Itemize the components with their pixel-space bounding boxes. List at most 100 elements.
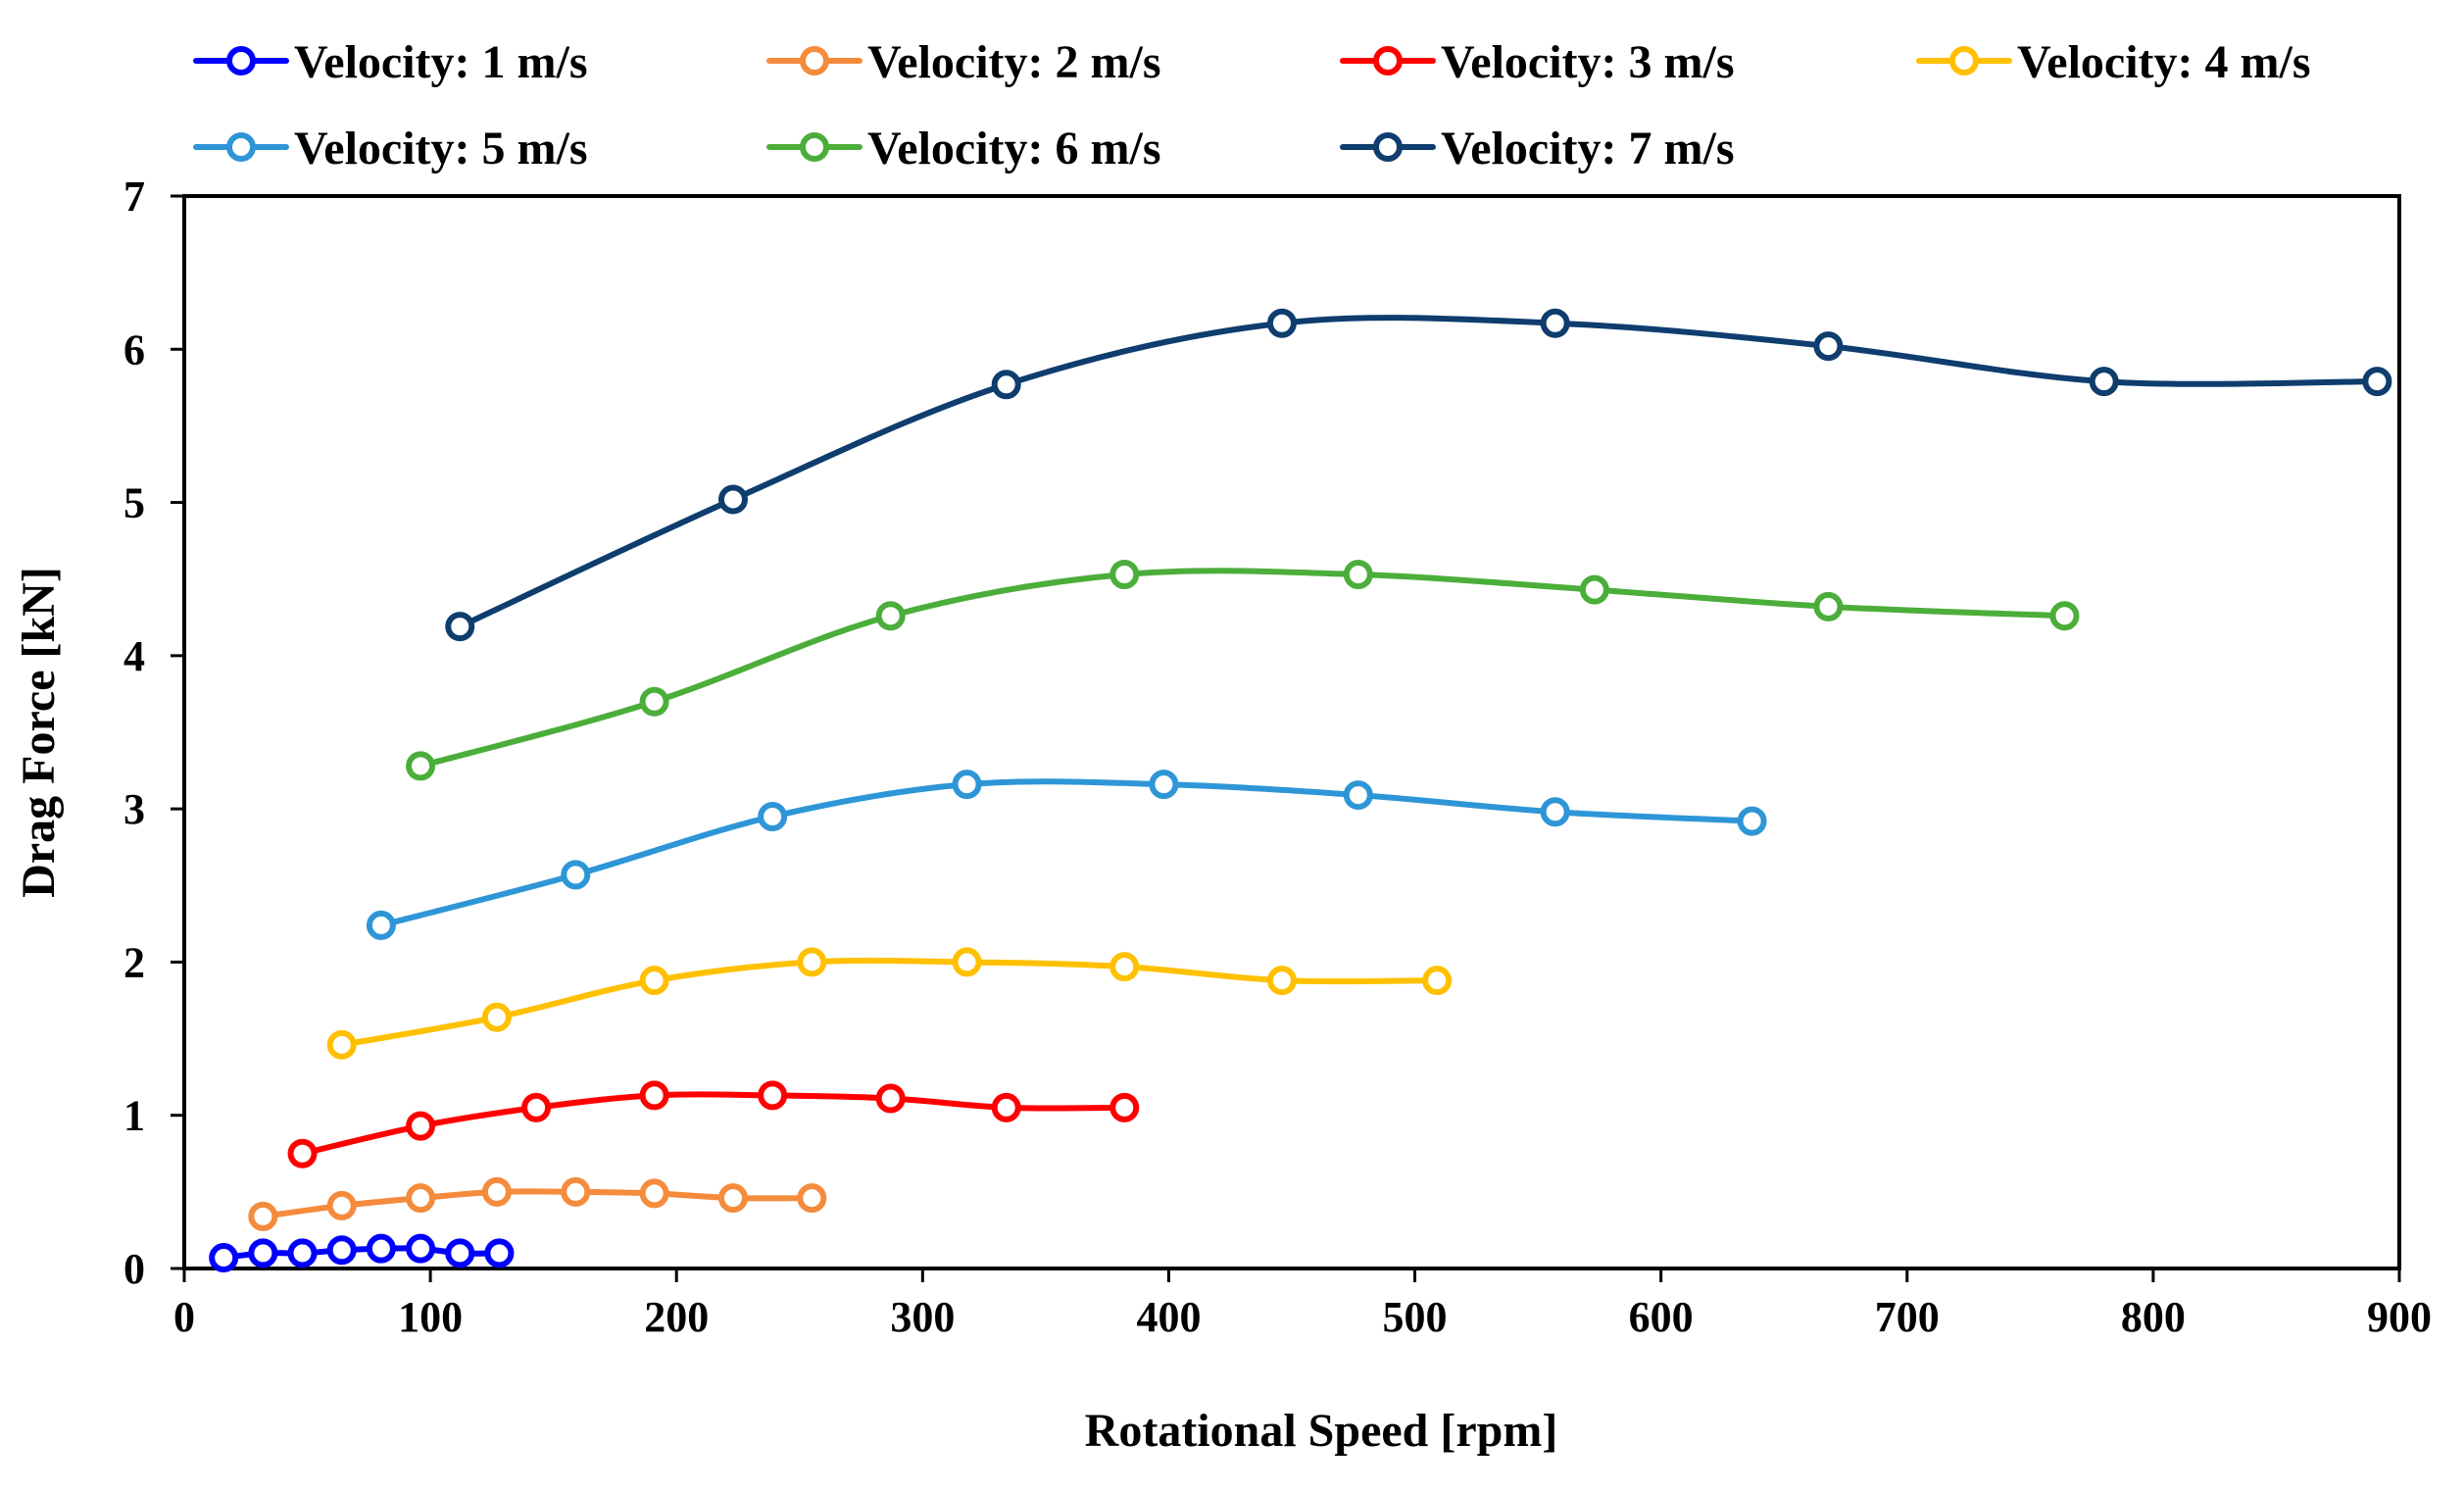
x-tick-label: 700	[1875, 1293, 1940, 1341]
legend-item-velocity-3-m-s: Velocity: 3 m/s	[1340, 36, 1735, 88]
data-point-velocity-1-m-s	[406, 1233, 436, 1264]
y-tick-label: 3	[123, 785, 145, 833]
data-point-velocity-5-m-s	[366, 910, 396, 940]
data-point-velocity-7-m-s	[2362, 367, 2392, 397]
series-line-velocity-6-m-s	[418, 568, 2068, 770]
axes: 0 100 200 300 400 500 600 700 800 900 0 1 2 3 4 5 6 7 Rota…	[13, 173, 2432, 1457]
data-point-velocity-4-m-s	[326, 1029, 357, 1060]
y-tick-label: 4	[123, 632, 145, 680]
data-point-velocity-3-m-s	[875, 1083, 906, 1114]
data-point-velocity-4-m-s	[1422, 966, 1453, 996]
data-point-velocity-2-m-s	[481, 1176, 512, 1207]
data-point-velocity-4-m-s	[952, 947, 982, 977]
data-point-velocity-6-m-s	[639, 686, 669, 717]
series-line-velocity-7-m-s	[457, 315, 2381, 630]
legend-item-velocity-1-m-s: Velocity: 1 m/s	[193, 36, 588, 88]
series-velocity-7-m-s	[445, 308, 2392, 642]
data-point-velocity-5-m-s	[561, 860, 591, 890]
data-point-velocity-1-m-s	[445, 1238, 475, 1268]
data-point-velocity-7-m-s	[1813, 331, 1844, 362]
x-tick-label: 900	[2367, 1293, 2432, 1341]
x-tick-label: 400	[1136, 1293, 1201, 1341]
legend-swatch-marker	[1373, 46, 1403, 75]
data-point-velocity-2-m-s	[561, 1176, 591, 1207]
data-point-velocity-7-m-s	[991, 370, 1021, 400]
data-point-velocity-6-m-s	[875, 601, 906, 631]
data-point-velocity-6-m-s	[1343, 560, 1373, 590]
x-tick-label: 200	[644, 1293, 709, 1341]
x-tick-label: 0	[173, 1293, 195, 1341]
data-point-velocity-4-m-s	[1109, 952, 1140, 982]
data-point-velocity-5-m-s	[758, 801, 788, 831]
series-velocity-3-m-s	[287, 1080, 1140, 1169]
data-point-velocity-5-m-s	[1540, 797, 1570, 827]
legend-label: Velocity: 5 m/s	[294, 123, 588, 174]
data-point-velocity-7-m-s	[2089, 367, 2119, 397]
data-point-velocity-3-m-s	[287, 1138, 318, 1169]
data-point-velocity-1-m-s	[366, 1233, 396, 1264]
data-point-velocity-1-m-s	[248, 1238, 278, 1268]
data-point-velocity-3-m-s	[1109, 1092, 1140, 1122]
y-tick-label: 6	[123, 325, 145, 373]
x-tick-label: 800	[2121, 1293, 2186, 1341]
data-point-velocity-7-m-s	[445, 612, 475, 642]
data-point-velocity-4-m-s	[481, 1002, 512, 1032]
legend-label: Velocity: 6 m/s	[867, 123, 1161, 174]
legend-item-velocity-7-m-s: Velocity: 7 m/s	[1340, 123, 1735, 174]
legend-swatch-marker	[226, 132, 256, 162]
legend-swatch-marker	[1949, 46, 1979, 75]
x-tick-label: 300	[890, 1293, 955, 1341]
data-point-velocity-6-m-s	[1109, 560, 1140, 590]
plot-frame	[182, 194, 2401, 1270]
y-tick-label: 5	[123, 479, 145, 527]
data-point-velocity-2-m-s	[326, 1190, 357, 1220]
y-tick-label: 2	[123, 938, 145, 986]
data-point-velocity-5-m-s	[1737, 806, 1767, 836]
data-point-velocity-6-m-s	[2049, 601, 2080, 631]
data-point-velocity-4-m-s	[797, 947, 827, 977]
y-tick-label: 7	[123, 173, 145, 221]
legend-item-velocity-2-m-s: Velocity: 2 m/s	[766, 36, 1161, 88]
y-tick-label: 1	[123, 1092, 145, 1140]
legend-item-velocity-5-m-s: Velocity: 5 m/s	[193, 123, 588, 174]
data-point-velocity-2-m-s	[248, 1201, 278, 1231]
data-point-velocity-3-m-s	[639, 1080, 669, 1111]
y-axis-title: Drag Force [kN]	[13, 567, 65, 898]
legend-swatch-marker	[226, 46, 256, 75]
data-point-velocity-5-m-s	[1149, 770, 1179, 800]
data-point-velocity-1-m-s	[484, 1238, 515, 1268]
data-point-velocity-6-m-s	[1813, 591, 1844, 622]
data-point-velocity-1-m-s	[326, 1235, 357, 1266]
series-velocity-2-m-s	[248, 1176, 827, 1231]
x-tick-label: 100	[398, 1293, 463, 1341]
series-layer	[209, 308, 2392, 1273]
data-point-velocity-4-m-s	[1266, 966, 1297, 996]
series-velocity-6-m-s	[406, 560, 2080, 781]
x-tick-label: 600	[1629, 1293, 1694, 1341]
x-tick-label: 500	[1383, 1293, 1448, 1341]
data-point-velocity-7-m-s	[717, 484, 748, 515]
x-axis-title: Rotational Speed [rpm]	[1085, 1405, 1558, 1457]
data-point-velocity-1-m-s	[287, 1238, 318, 1268]
data-point-velocity-6-m-s	[406, 751, 436, 781]
y-tick-label: 0	[123, 1245, 145, 1293]
data-point-velocity-2-m-s	[639, 1178, 669, 1209]
series-line-velocity-5-m-s	[377, 778, 1755, 928]
data-point-velocity-6-m-s	[1579, 574, 1609, 605]
legend-swatch-marker	[1373, 132, 1403, 162]
series-velocity-5-m-s	[366, 770, 1767, 940]
legend: Velocity: 1 m/s Velocity: 2 m/s Velocity: …	[193, 36, 2311, 174]
legend-label: Velocity: 7 m/s	[1441, 123, 1735, 174]
data-point-velocity-3-m-s	[406, 1111, 436, 1141]
legend-swatch-marker	[800, 46, 829, 75]
legend-label: Velocity: 4 m/s	[2017, 36, 2311, 88]
data-point-velocity-2-m-s	[717, 1183, 748, 1214]
series-velocity-4-m-s	[326, 947, 1453, 1060]
data-point-velocity-4-m-s	[639, 966, 669, 996]
data-point-velocity-5-m-s	[952, 770, 982, 800]
legend-label: Velocity: 2 m/s	[867, 36, 1161, 88]
data-point-velocity-1-m-s	[209, 1243, 239, 1273]
legend-item-velocity-6-m-s: Velocity: 6 m/s	[766, 123, 1161, 174]
series-velocity-1-m-s	[209, 1233, 515, 1273]
